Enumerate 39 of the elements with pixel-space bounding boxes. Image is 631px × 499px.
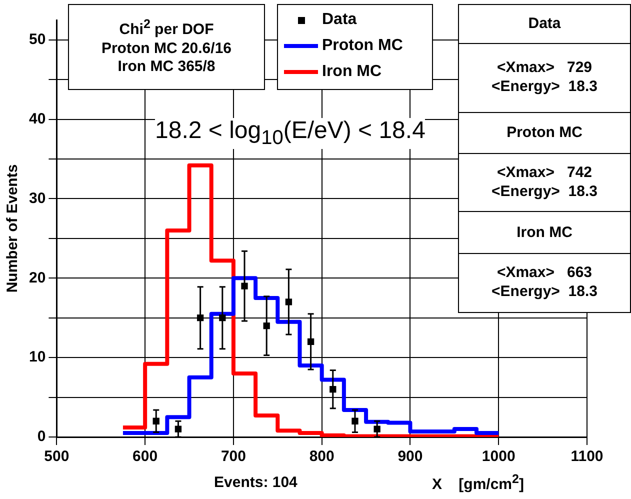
annotation: <Energy> 18.3: [492, 283, 598, 302]
annotation: <Energy> 18.3: [492, 78, 598, 97]
text: Events: 104: [214, 474, 298, 491]
x-tick-label: 600: [132, 448, 158, 466]
x-tick-label: 800: [309, 448, 334, 466]
annotation: 18.2 < log$_{10}$(E/eV) < 18.4: [155, 117, 426, 149]
text-box: Iron MC: [458, 211, 631, 255]
text-box: Chi$^{2}$ per DOF Proton MC 20.6/16 Iron MC 365/8: [68, 4, 265, 90]
y-axis-title: Number of Events: [4, 164, 22, 293]
y-tick-label: 0: [37, 428, 46, 446]
annotation: Iron MC: [516, 224, 572, 242]
annotation: Data: [528, 14, 561, 34]
legend-label: Iron MC: [322, 63, 382, 81]
annotation: <Energy> 18.3: [492, 183, 598, 202]
y-tick-label: 40: [28, 110, 46, 128]
annotation: Proton MC 20.6/16: [101, 40, 232, 58]
x-tick-label: 1000: [482, 448, 516, 466]
text-box: <Xmax> 663 <Energy> 18.3: [458, 253, 631, 313]
x-tick-label: 500: [44, 448, 70, 466]
text-box: <Xmax> 729 <Energy> 18.3: [458, 43, 631, 113]
x-tick-label: 900: [398, 448, 423, 466]
y-tick-label: 50: [28, 31, 46, 48]
text-box: <Xmax> 742 <Energy> 18.3: [458, 153, 631, 213]
text-box: Data: [458, 4, 631, 44]
x-tick-label: 1100: [570, 448, 604, 466]
annotation: <Xmax> 663: [496, 264, 592, 283]
x-tick-label: 700: [220, 448, 246, 466]
y-tick-label: 30: [28, 190, 46, 207]
annotation: Proton MC: [506, 124, 582, 143]
annotation: <Xmax> 729: [496, 59, 592, 78]
x-axis-title: X [gm/cm$^{2}$]: [432, 472, 524, 493]
annotation: Chi$^{2}$ per DOF: [119, 16, 214, 40]
y-tick-label: 10: [28, 348, 46, 366]
annotation: Iron MC 365/8: [118, 58, 216, 78]
legend-label: Proton MC: [322, 37, 403, 55]
y-tick-label: 20: [28, 269, 46, 286]
annotation: <Xmax> 742: [496, 164, 592, 183]
legend-label: Data: [322, 11, 357, 29]
text-box: Proton MC: [458, 112, 631, 155]
